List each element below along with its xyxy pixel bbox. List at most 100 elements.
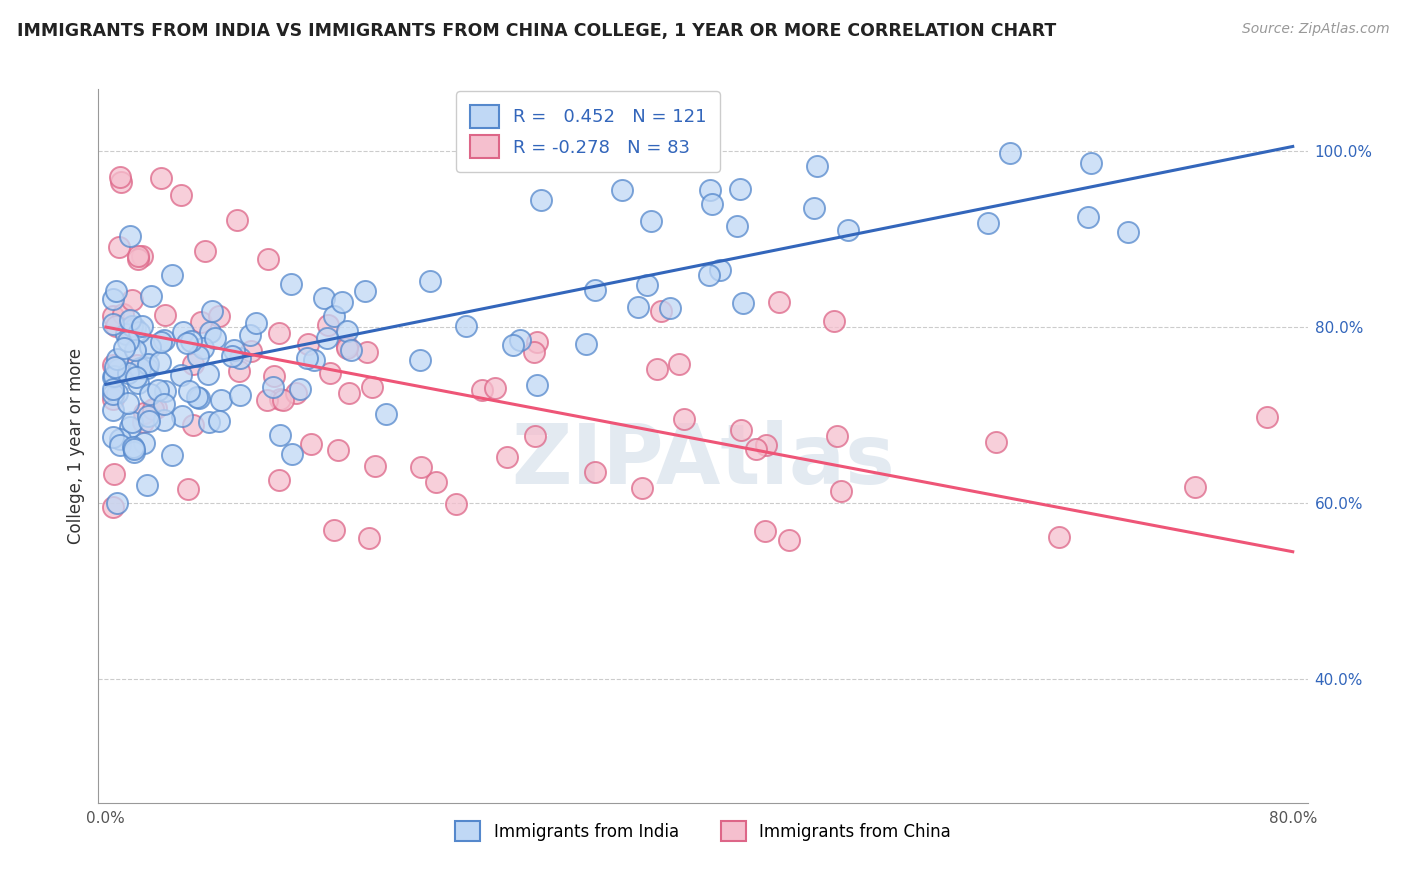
Point [827, 429, 849, 443]
Point [127, 252, 149, 267]
Point [145, 401, 167, 416]
Point [330, 294, 353, 309]
Point [484, 381, 506, 395]
Point [374, 408, 396, 422]
Point [768, 295, 790, 310]
Point [103, 383, 125, 397]
Point [127, 376, 149, 391]
Point [135, 361, 157, 376]
Point [103, 392, 125, 406]
Point [526, 378, 548, 392]
Point [180, 334, 202, 348]
Point [1047, 530, 1070, 544]
Point [150, 335, 173, 350]
Point [200, 304, 222, 318]
Point [612, 183, 634, 197]
Point [502, 338, 524, 352]
Point [110, 175, 132, 189]
Point [103, 292, 125, 306]
Point [181, 418, 204, 433]
Point [170, 188, 193, 202]
Point [132, 406, 155, 420]
Point [105, 385, 128, 400]
Point [269, 428, 291, 442]
Point [136, 357, 159, 371]
Point [124, 321, 146, 335]
Y-axis label: College, 1 year or more: College, 1 year or more [66, 348, 84, 544]
Point [103, 369, 125, 384]
Point [314, 292, 336, 306]
Point [228, 388, 250, 402]
Point [105, 360, 128, 375]
Point [121, 415, 143, 429]
Point [299, 437, 322, 451]
Point [204, 331, 226, 345]
Point [108, 239, 131, 253]
Point [108, 438, 131, 452]
Point [285, 385, 308, 400]
Point [356, 344, 378, 359]
Point [830, 483, 852, 498]
Point [117, 334, 139, 349]
Point [697, 268, 720, 282]
Point [730, 423, 752, 437]
Point [496, 450, 519, 465]
Point [107, 496, 129, 510]
Point [318, 318, 340, 332]
Point [288, 382, 311, 396]
Point [153, 384, 176, 399]
Point [1116, 225, 1139, 239]
Point [262, 380, 284, 394]
Point [986, 435, 1008, 450]
Point [998, 145, 1021, 160]
Point [636, 278, 658, 293]
Point [197, 367, 219, 381]
Text: IMMIGRANTS FROM INDIA VS IMMIGRANTS FROM CHINA COLLEGE, 1 YEAR OR MORE CORRELATI: IMMIGRANTS FROM INDIA VS IMMIGRANTS FROM… [17, 22, 1056, 40]
Point [103, 368, 125, 383]
Point [837, 223, 859, 237]
Point [271, 392, 294, 407]
Point [160, 448, 183, 462]
Point [135, 478, 157, 492]
Point [673, 412, 696, 426]
Point [131, 318, 153, 333]
Point [322, 523, 344, 537]
Point [575, 336, 598, 351]
Point [176, 336, 198, 351]
Point [153, 308, 176, 322]
Point [471, 383, 494, 397]
Point [103, 402, 125, 417]
Point [229, 351, 252, 365]
Point [269, 392, 291, 406]
Point [104, 360, 127, 375]
Point [778, 533, 800, 548]
Point [103, 386, 125, 401]
Point [172, 409, 194, 423]
Point [152, 397, 174, 411]
Point [103, 500, 125, 514]
Point [1077, 210, 1099, 224]
Point [170, 368, 193, 382]
Point [148, 383, 170, 397]
Point [208, 309, 231, 323]
Point [354, 284, 377, 298]
Point [526, 334, 548, 349]
Point [256, 252, 278, 267]
Point [444, 497, 467, 511]
Point [125, 359, 148, 373]
Point [124, 343, 146, 358]
Point [239, 327, 262, 342]
Point [295, 351, 318, 365]
Point [803, 201, 825, 215]
Point [361, 380, 384, 394]
Point [626, 300, 648, 314]
Point [364, 459, 387, 474]
Point [132, 436, 155, 450]
Point [340, 343, 363, 358]
Point [153, 333, 176, 347]
Point [256, 393, 278, 408]
Point [280, 277, 302, 291]
Point [745, 442, 768, 456]
Point [530, 193, 553, 207]
Point [359, 531, 381, 545]
